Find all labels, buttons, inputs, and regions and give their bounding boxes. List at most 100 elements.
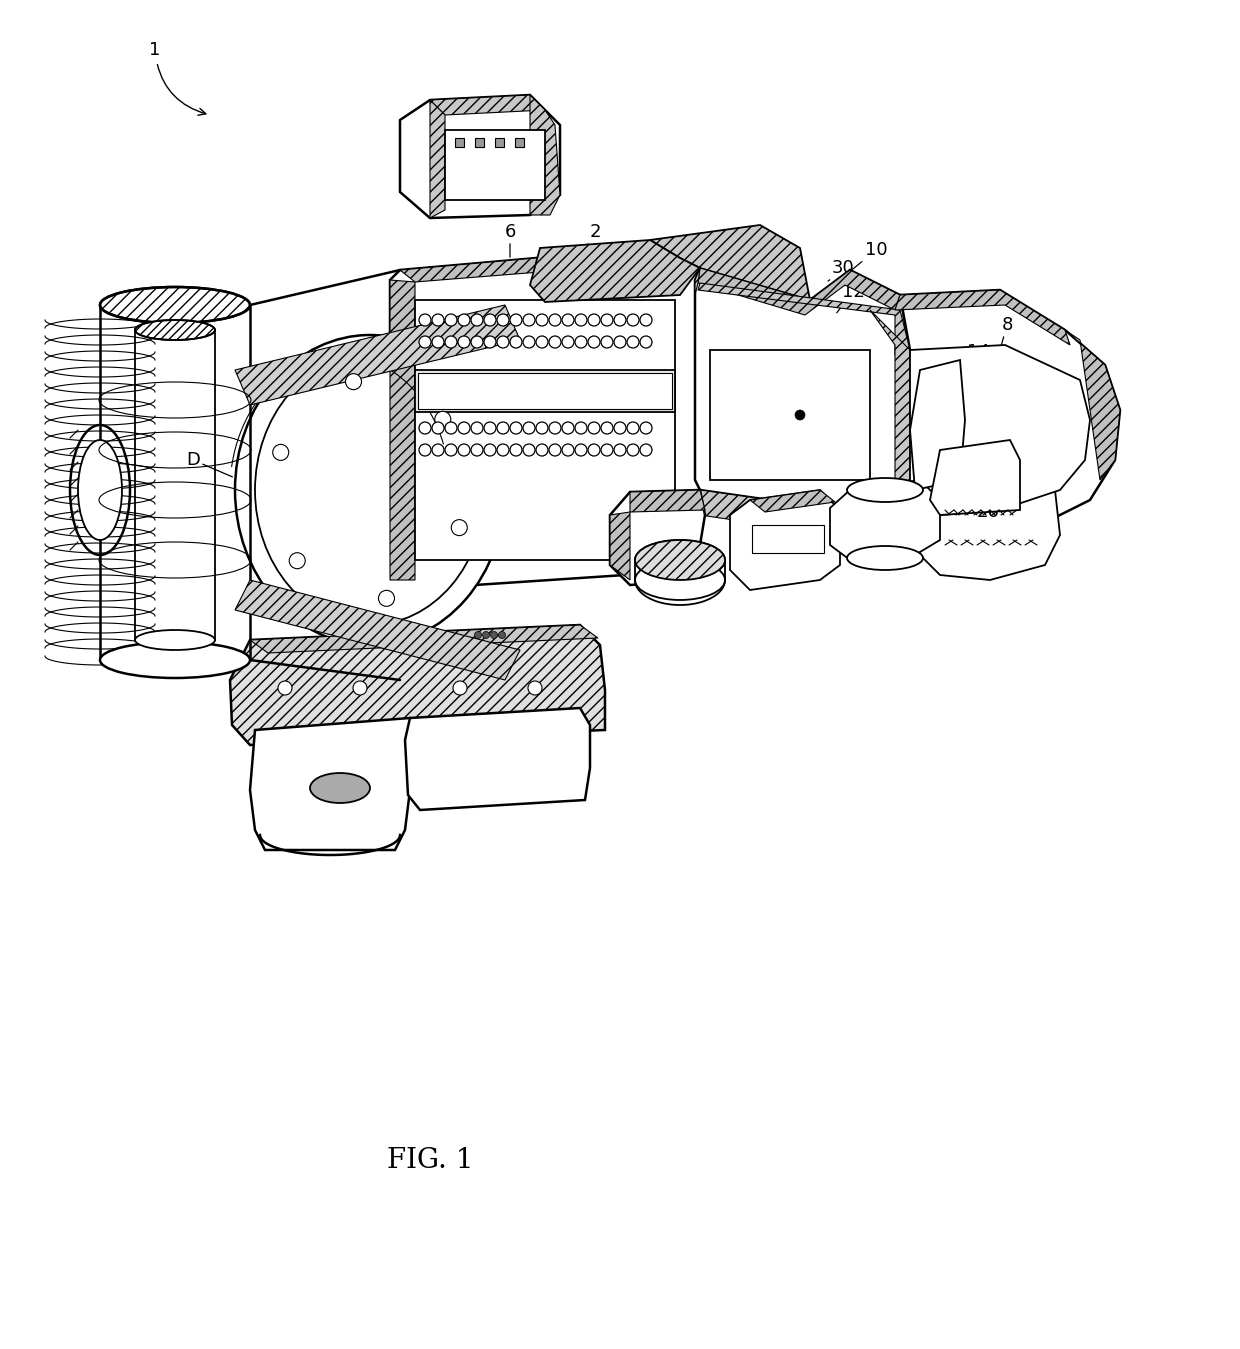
Circle shape: [484, 314, 496, 326]
Polygon shape: [1065, 331, 1120, 480]
Circle shape: [549, 314, 560, 326]
Circle shape: [471, 314, 484, 326]
Circle shape: [549, 336, 560, 348]
Circle shape: [614, 336, 626, 348]
Circle shape: [432, 444, 444, 456]
Circle shape: [451, 519, 467, 536]
Circle shape: [523, 314, 534, 326]
Circle shape: [510, 444, 522, 456]
Polygon shape: [701, 490, 910, 540]
Text: 32: 32: [851, 492, 882, 514]
Circle shape: [353, 681, 367, 695]
Polygon shape: [910, 360, 965, 490]
Polygon shape: [236, 305, 520, 405]
Text: 26: 26: [977, 500, 999, 521]
Bar: [415, 299, 675, 560]
Polygon shape: [610, 490, 706, 585]
Text: 8: 8: [1001, 316, 1013, 347]
Ellipse shape: [100, 287, 250, 322]
Circle shape: [601, 422, 613, 434]
Circle shape: [627, 314, 639, 326]
Ellipse shape: [310, 773, 370, 803]
Circle shape: [484, 336, 496, 348]
Circle shape: [289, 553, 305, 569]
Circle shape: [549, 422, 560, 434]
Circle shape: [614, 422, 626, 434]
Text: 35: 35: [751, 513, 781, 542]
Text: 36: 36: [649, 465, 671, 490]
Polygon shape: [895, 290, 1070, 345]
Circle shape: [475, 631, 481, 638]
Bar: [515, 138, 525, 147]
Circle shape: [601, 444, 613, 456]
Bar: [415, 370, 675, 411]
Circle shape: [471, 422, 484, 434]
Circle shape: [588, 444, 600, 456]
Polygon shape: [529, 240, 701, 302]
Circle shape: [419, 422, 432, 434]
Circle shape: [627, 422, 639, 434]
Ellipse shape: [78, 440, 122, 540]
Circle shape: [562, 444, 574, 456]
Ellipse shape: [635, 540, 725, 580]
Circle shape: [445, 336, 458, 348]
Ellipse shape: [847, 478, 923, 502]
Circle shape: [458, 336, 470, 348]
Circle shape: [528, 681, 542, 695]
Polygon shape: [910, 345, 1090, 515]
Circle shape: [640, 422, 652, 434]
Circle shape: [562, 336, 574, 348]
Circle shape: [549, 444, 560, 456]
Circle shape: [432, 422, 444, 434]
Ellipse shape: [100, 642, 250, 679]
Bar: [445, 130, 546, 200]
Circle shape: [510, 422, 522, 434]
Polygon shape: [630, 490, 706, 513]
Circle shape: [627, 444, 639, 456]
Circle shape: [575, 422, 587, 434]
Text: 6: 6: [505, 223, 516, 258]
Circle shape: [432, 314, 444, 326]
Polygon shape: [920, 465, 1060, 580]
Circle shape: [536, 314, 548, 326]
Circle shape: [445, 422, 458, 434]
Circle shape: [536, 444, 548, 456]
Bar: [751, 525, 825, 553]
Circle shape: [471, 336, 484, 348]
Circle shape: [497, 422, 508, 434]
Circle shape: [588, 336, 600, 348]
Bar: [495, 138, 503, 147]
Circle shape: [497, 314, 508, 326]
Circle shape: [640, 314, 652, 326]
Polygon shape: [830, 480, 940, 560]
Circle shape: [614, 444, 626, 456]
Polygon shape: [430, 100, 445, 219]
Ellipse shape: [635, 540, 725, 580]
Polygon shape: [694, 268, 910, 519]
Circle shape: [491, 631, 497, 638]
Circle shape: [614, 314, 626, 326]
Circle shape: [601, 336, 613, 348]
Polygon shape: [650, 225, 810, 299]
Text: D: D: [186, 451, 232, 478]
Circle shape: [510, 336, 522, 348]
Circle shape: [453, 681, 467, 695]
Polygon shape: [401, 248, 665, 282]
Circle shape: [458, 422, 470, 434]
Circle shape: [458, 444, 470, 456]
Ellipse shape: [69, 425, 130, 554]
Ellipse shape: [847, 546, 923, 571]
Circle shape: [498, 631, 506, 638]
Circle shape: [562, 422, 574, 434]
Circle shape: [278, 681, 291, 695]
Circle shape: [484, 422, 496, 434]
Circle shape: [273, 444, 289, 460]
Circle shape: [484, 444, 496, 456]
Circle shape: [640, 336, 652, 348]
Circle shape: [471, 444, 484, 456]
Text: 12: 12: [837, 283, 864, 313]
Bar: [455, 138, 464, 147]
Circle shape: [346, 374, 362, 390]
Text: 30: 30: [828, 259, 854, 281]
Circle shape: [419, 336, 432, 348]
